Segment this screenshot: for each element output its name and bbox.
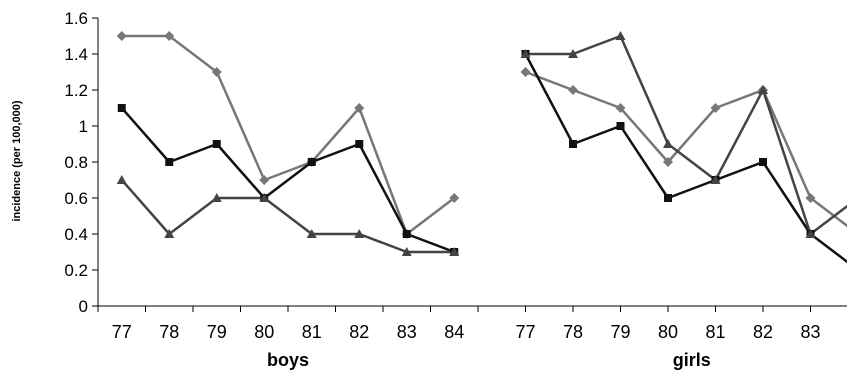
x-tick-label: 79 [207, 322, 227, 342]
x-tick-label: 80 [658, 322, 678, 342]
data-point-diamond [615, 103, 626, 113]
data-point-square [616, 122, 625, 130]
data-point-diamond [710, 103, 721, 113]
x-tick-label: 82 [349, 322, 369, 342]
series-line-diamond [525, 70, 847, 228]
y-tick-label: 1.4 [64, 45, 88, 64]
y-tick-label: 0.2 [64, 261, 88, 280]
x-tick-label: 81 [705, 322, 725, 342]
data-point-triangle [805, 229, 816, 238]
data-point-triangle [449, 247, 460, 256]
x-tick-label: 81 [302, 322, 322, 342]
data-point-triangle [306, 229, 317, 238]
group-label-girls: girls [673, 350, 711, 370]
x-tick-label: 84 [444, 322, 464, 342]
tick-labels: 0 0.2 0.4 0.6 0.8 1 1.2 1.4 1.6 77 78 79 80 81 82 83 84 b… [64, 9, 820, 370]
data-point-diamond [663, 157, 673, 167]
series-line-triangle [525, 34, 847, 236]
x-tick-label: 79 [610, 322, 630, 342]
data-point-diamond [805, 193, 816, 203]
x-tick-label: 78 [159, 322, 179, 342]
data-point-triangle [259, 193, 270, 202]
x-tick-label: 78 [563, 322, 583, 342]
y-tick-label: 0.6 [64, 189, 88, 208]
data-point-diamond [116, 31, 127, 41]
data-point-triangle [663, 139, 673, 148]
y-axis-label: incidence (per 100,000) [11, 100, 23, 221]
data-point-diamond [354, 103, 365, 113]
y-tick-label: 0 [79, 297, 88, 316]
y-tick-label: 0.8 [64, 153, 88, 172]
data-point-triangle [520, 49, 531, 58]
data-point-diamond [568, 85, 578, 95]
series-line-triangle [120, 179, 455, 254]
data-point-triangle [758, 85, 768, 94]
data-point-square [664, 194, 672, 202]
data-point-square [212, 140, 221, 148]
data-point-diamond [211, 67, 222, 77]
axes [92, 17, 847, 312]
data-point-square [355, 140, 364, 148]
data-point-diamond [449, 193, 460, 203]
series-line-square [524, 53, 847, 264]
data-point-triangle [615, 31, 626, 40]
data-point-diamond [520, 67, 531, 77]
x-tick-label: 83 [397, 322, 417, 342]
x-tick-label: 77 [515, 322, 535, 342]
data-point-triangle [164, 229, 175, 238]
data-point-square [759, 158, 767, 166]
x-tick-label: 77 [112, 322, 132, 342]
data-point-square [307, 158, 316, 166]
data-point-diamond [259, 175, 270, 185]
series-line-square [120, 107, 455, 254]
data-point-diamond [164, 31, 175, 41]
y-tick-label: 1.6 [64, 9, 88, 28]
data-point-square [402, 230, 411, 238]
data-point-triangle [354, 229, 365, 238]
series-markers [116, 31, 816, 256]
y-tick-label: 1.2 [64, 81, 88, 100]
data-point-triangle [401, 247, 412, 256]
group-label-boys: boys [267, 350, 309, 370]
y-tick-label: 0.4 [64, 225, 88, 244]
data-point-square [569, 140, 577, 148]
series-lines [120, 34, 847, 264]
data-point-triangle [116, 175, 127, 184]
data-point-square [165, 158, 174, 166]
x-tick-label: 82 [753, 322, 773, 342]
data-point-triangle [568, 49, 578, 58]
data-point-square [117, 104, 126, 112]
series-line-diamond [121, 34, 456, 236]
x-tick-label: 83 [800, 322, 820, 342]
y-tick-label: 1 [79, 117, 88, 136]
data-point-triangle [211, 193, 222, 202]
x-tick-label: 80 [254, 322, 274, 342]
data-point-triangle [710, 175, 721, 184]
